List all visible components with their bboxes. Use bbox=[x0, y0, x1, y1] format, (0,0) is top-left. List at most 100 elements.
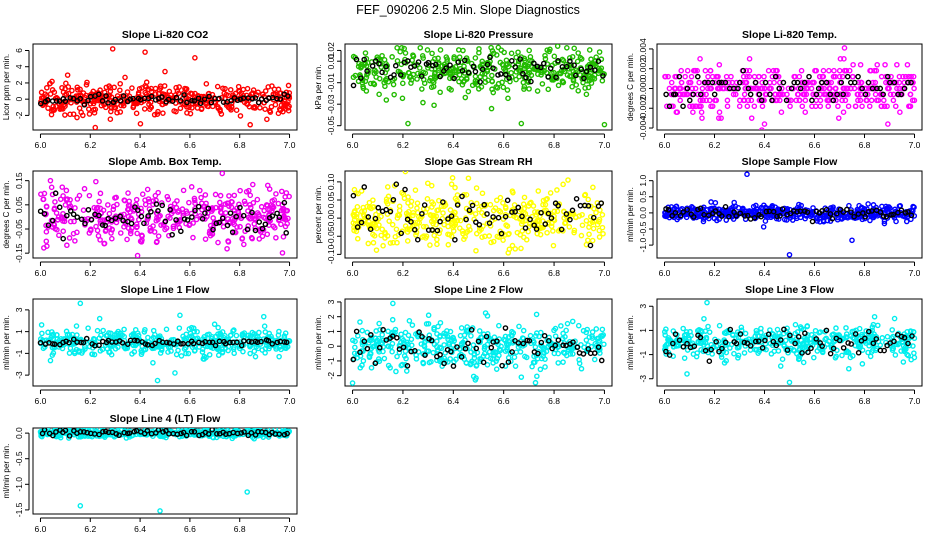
reference-point bbox=[520, 340, 527, 347]
reference-point bbox=[747, 343, 754, 349]
x-tick-label: 6.4 bbox=[134, 396, 146, 406]
x-tick-label: 6.6 bbox=[184, 268, 196, 278]
reference-point bbox=[815, 85, 822, 92]
data-point bbox=[811, 79, 817, 86]
data-point bbox=[890, 91, 897, 98]
data-point bbox=[907, 91, 914, 98]
reference-point bbox=[173, 94, 180, 101]
reference-point bbox=[509, 209, 515, 215]
data-point bbox=[257, 104, 263, 111]
reference-point bbox=[74, 214, 81, 220]
reference-point bbox=[548, 215, 555, 221]
reference-point bbox=[178, 228, 184, 235]
data-point bbox=[532, 379, 539, 386]
y-axis-label: degrees C per min. bbox=[2, 180, 11, 248]
data-point bbox=[164, 193, 171, 200]
data-point bbox=[98, 102, 105, 109]
reference-point bbox=[173, 217, 179, 223]
data-point bbox=[428, 84, 435, 91]
data-point bbox=[851, 336, 858, 342]
data-point bbox=[534, 88, 541, 94]
data-point bbox=[50, 103, 57, 110]
data-point bbox=[247, 192, 254, 199]
reference-point bbox=[391, 72, 397, 78]
data-point bbox=[262, 329, 269, 335]
data-point bbox=[554, 208, 561, 215]
reference-point bbox=[105, 100, 111, 106]
outlier-point bbox=[390, 300, 396, 307]
data-point bbox=[364, 203, 370, 210]
y-axis-label: ml/min per min. bbox=[626, 315, 635, 370]
reference-point bbox=[368, 332, 374, 338]
y-axis: -3-113 bbox=[638, 304, 654, 383]
reference-point bbox=[141, 220, 147, 227]
data-point bbox=[490, 89, 497, 96]
data-point bbox=[552, 325, 559, 332]
data-point bbox=[247, 121, 253, 128]
data-point bbox=[766, 205, 773, 212]
y-tick-label: -1 bbox=[14, 349, 24, 357]
data-point bbox=[459, 228, 466, 234]
reference-point bbox=[560, 342, 566, 349]
data-point bbox=[831, 67, 837, 74]
data-point bbox=[896, 73, 903, 80]
data-point bbox=[476, 225, 483, 231]
data-point bbox=[241, 198, 248, 205]
data-point bbox=[464, 58, 471, 64]
data-point bbox=[709, 103, 716, 110]
data-point bbox=[351, 350, 358, 357]
reference-point bbox=[862, 213, 869, 220]
data-point bbox=[716, 109, 723, 116]
data-point bbox=[416, 65, 423, 71]
reference-point bbox=[128, 220, 135, 227]
data-point bbox=[446, 340, 452, 346]
data-point bbox=[493, 52, 500, 58]
data-point bbox=[803, 85, 810, 92]
reference-point bbox=[585, 203, 592, 209]
data-point bbox=[126, 93, 133, 99]
data-point bbox=[681, 355, 688, 361]
data-point bbox=[409, 322, 416, 328]
data-point bbox=[96, 198, 102, 205]
data-point bbox=[691, 67, 698, 74]
data-point bbox=[800, 359, 807, 366]
data-point bbox=[165, 349, 171, 355]
data-point bbox=[714, 73, 720, 80]
reference-point bbox=[545, 210, 552, 217]
data-point bbox=[206, 351, 213, 358]
data-point bbox=[706, 215, 712, 222]
data-point bbox=[421, 342, 427, 349]
reference-point bbox=[804, 209, 811, 215]
data-point bbox=[819, 73, 826, 80]
data-point bbox=[678, 67, 685, 74]
reference-point bbox=[77, 95, 84, 102]
data-point bbox=[564, 45, 570, 51]
data-point bbox=[419, 234, 426, 240]
data-point bbox=[571, 227, 578, 234]
data-point bbox=[674, 337, 680, 344]
data-point bbox=[441, 330, 447, 337]
reference-point bbox=[361, 56, 367, 63]
reference-point bbox=[393, 181, 400, 187]
data-point bbox=[542, 56, 549, 62]
reference-point bbox=[809, 97, 815, 104]
data-point bbox=[381, 355, 388, 362]
data-point bbox=[583, 337, 590, 343]
data-point bbox=[286, 103, 292, 110]
data-point bbox=[666, 85, 673, 92]
data-point bbox=[107, 116, 114, 122]
reference-point bbox=[663, 91, 669, 98]
data-point bbox=[906, 103, 912, 110]
data-point bbox=[503, 62, 510, 68]
data-point bbox=[366, 218, 372, 225]
data-point bbox=[796, 201, 802, 208]
data-point bbox=[456, 54, 463, 60]
data-point bbox=[180, 187, 187, 194]
data-point bbox=[71, 218, 77, 225]
data-point bbox=[125, 213, 132, 220]
reference-point bbox=[578, 66, 585, 73]
reference-point bbox=[851, 79, 858, 86]
outlier-point bbox=[154, 377, 161, 384]
data-point bbox=[763, 91, 770, 98]
reference-point bbox=[212, 342, 219, 349]
